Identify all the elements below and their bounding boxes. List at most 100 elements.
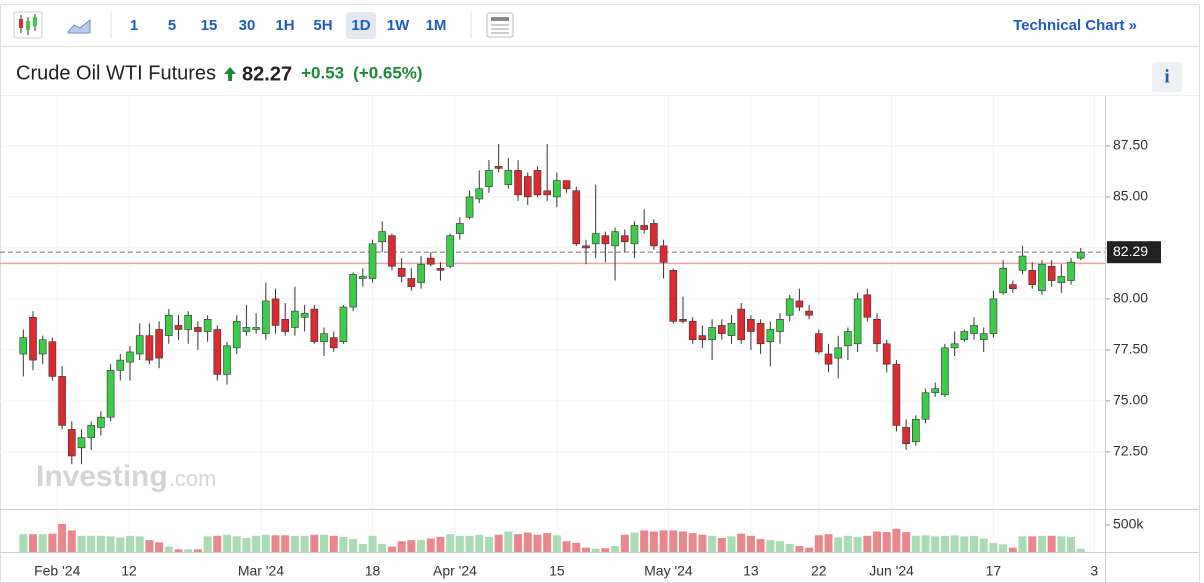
x-tick-label: 17 [986, 563, 1002, 579]
volume-bar [523, 532, 532, 552]
volume-bar [426, 538, 435, 552]
area-icon[interactable] [67, 18, 91, 34]
volume-bar [892, 528, 901, 552]
candle-body [640, 225, 648, 230]
candle-body [834, 347, 843, 359]
volume-bar [620, 534, 629, 552]
candle-body [397, 268, 406, 277]
volume-bar [630, 532, 639, 552]
interval-button[interactable]: 5H [313, 17, 332, 34]
volume-bar [223, 534, 232, 552]
candle-body [970, 325, 978, 334]
volume-bar [378, 543, 387, 552]
y-tick-label: 77.50 [1113, 341, 1148, 357]
candle-body [892, 363, 901, 426]
y-tick-label: 72.50 [1113, 443, 1148, 459]
candle-body [368, 243, 377, 279]
candle-body [1009, 284, 1017, 290]
candle-body [67, 429, 76, 457]
candle-body [844, 331, 852, 347]
candle-body [979, 333, 988, 341]
info-icon[interactable]: i [1164, 66, 1169, 87]
candle-body [1076, 251, 1085, 259]
interval-button[interactable]: 1D [351, 17, 370, 34]
interval-button[interactable]: 1M [426, 17, 447, 34]
candle-body [756, 323, 765, 345]
volume-bar [882, 532, 891, 552]
candle-body [223, 345, 231, 375]
candle-body [262, 300, 270, 334]
volume-bar [824, 534, 833, 552]
volume-bar [746, 535, 755, 552]
price: 82.27 [242, 63, 292, 85]
candle-body [776, 319, 784, 332]
volume-bar [805, 547, 814, 552]
volume-bar [436, 536, 445, 552]
interval-button[interactable]: 5 [168, 17, 176, 34]
interval-button[interactable]: 30 [239, 17, 256, 34]
volume-bar [989, 542, 998, 552]
candle-body [29, 316, 37, 361]
volume-bar [116, 537, 125, 552]
volume-bar [514, 534, 523, 552]
volume-bar [678, 531, 687, 552]
interval-button[interactable]: 1W [387, 17, 410, 34]
candle-icon[interactable] [13, 11, 43, 39]
volume-bar [727, 536, 736, 552]
candle-body [582, 245, 590, 249]
change-percent: (+0.65%) [353, 63, 422, 82]
info-button[interactable] [1152, 62, 1182, 92]
candle-body [378, 231, 387, 243]
candle-body [184, 314, 193, 330]
volume-bar [494, 534, 503, 552]
volume-bar [155, 542, 164, 552]
interval-button[interactable]: 1 [130, 17, 138, 34]
candle-body [1038, 263, 1046, 292]
volume-bar [999, 544, 1008, 552]
volume-bar [1028, 536, 1037, 552]
candle-body [417, 263, 425, 283]
candle-body [203, 319, 212, 332]
candle-body [630, 225, 639, 245]
up-arrow [224, 67, 237, 81]
volume-bar [795, 546, 804, 552]
candle-body [465, 196, 474, 218]
candle-body [1067, 261, 1075, 281]
x-tick-label: 15 [549, 563, 565, 579]
candle-body [232, 321, 241, 349]
candle-body [300, 312, 309, 318]
candle-body [213, 329, 222, 375]
candle-body [921, 392, 930, 420]
candle-body [97, 416, 105, 428]
volume-bar [853, 536, 862, 552]
y-tick-label: 75.00 [1113, 392, 1148, 408]
volume-bar [281, 535, 290, 552]
volume-bar [1057, 536, 1066, 552]
volume-bar [911, 535, 920, 552]
technical-chart-link[interactable]: Technical Chart » [1013, 17, 1137, 34]
candle-body [912, 418, 920, 443]
volume-bar [339, 536, 348, 552]
x-tick-label: 18 [365, 563, 381, 579]
candle-body [523, 176, 532, 198]
candle-body [310, 308, 319, 343]
candle-body [155, 329, 163, 359]
volume-bar [475, 534, 484, 552]
volume-bar [591, 548, 600, 552]
volume-bar [766, 540, 775, 552]
candle-body [242, 327, 251, 332]
volume-bar [649, 531, 658, 552]
interval-button[interactable]: 1H [275, 17, 294, 34]
candle-body [795, 300, 804, 308]
candle-body [562, 180, 571, 190]
interval-button[interactable]: 15 [201, 17, 218, 34]
candle-body [252, 327, 260, 330]
volume-bar [67, 530, 76, 552]
volume-bar [863, 535, 872, 552]
volume-bar [960, 536, 969, 552]
layout-icon[interactable] [486, 12, 514, 38]
watermark-suffix: .com [169, 466, 217, 491]
candle-body [271, 298, 280, 326]
volume-bar [48, 533, 57, 552]
candle-body [591, 233, 600, 245]
